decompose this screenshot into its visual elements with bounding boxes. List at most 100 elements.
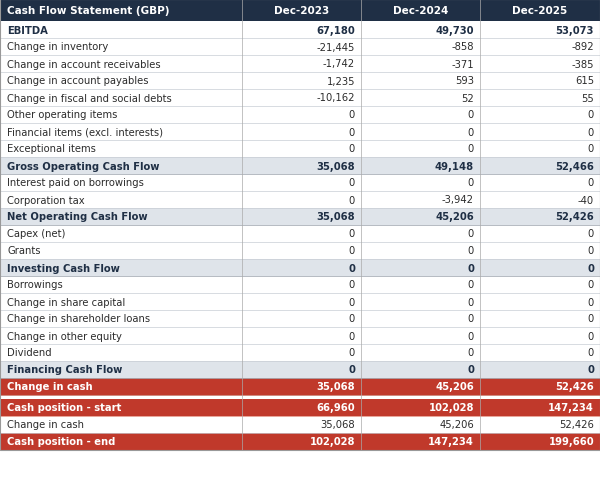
Text: -892: -892: [571, 43, 594, 52]
Bar: [0, 107, 600, 124]
Text: 45,206: 45,206: [435, 382, 474, 392]
Text: Capex (net): Capex (net): [7, 229, 65, 239]
Bar: [0, 192, 600, 209]
Text: Cash position - end: Cash position - end: [7, 437, 115, 447]
Text: 0: 0: [588, 178, 594, 188]
Bar: [0, 433, 600, 450]
Text: Change in account receivables: Change in account receivables: [7, 60, 161, 69]
Text: 0: 0: [349, 280, 355, 290]
Text: Financial items (excl. interests): Financial items (excl. interests): [7, 127, 163, 137]
Text: 0: 0: [467, 365, 474, 375]
Text: Dividend: Dividend: [7, 348, 52, 358]
Bar: [0, 361, 600, 378]
Text: Financing Cash Flow: Financing Cash Flow: [7, 365, 122, 375]
Text: 0: 0: [588, 127, 594, 137]
Text: 35,068: 35,068: [316, 212, 355, 222]
Text: 0: 0: [588, 110, 594, 120]
Text: -1,742: -1,742: [323, 60, 355, 69]
Text: Corporation tax: Corporation tax: [7, 195, 85, 205]
Text: 0: 0: [349, 348, 355, 358]
Text: 0: 0: [468, 331, 474, 341]
Text: 67,180: 67,180: [316, 26, 355, 35]
Text: Gross Operating Cash Flow: Gross Operating Cash Flow: [7, 161, 160, 171]
Text: 0: 0: [349, 144, 355, 154]
Bar: [0, 158, 600, 175]
Text: 102,028: 102,028: [428, 403, 474, 413]
Text: 0: 0: [468, 144, 474, 154]
Text: 0: 0: [588, 297, 594, 307]
Text: Change in share capital: Change in share capital: [7, 297, 125, 307]
Text: 35,068: 35,068: [316, 382, 355, 392]
Text: 0: 0: [349, 195, 355, 205]
Text: 0: 0: [468, 127, 474, 137]
Text: 0: 0: [588, 246, 594, 256]
Text: Dec-2024: Dec-2024: [393, 6, 448, 16]
Text: 0: 0: [588, 314, 594, 324]
Text: 0: 0: [349, 246, 355, 256]
Text: 0: 0: [588, 144, 594, 154]
Text: 0: 0: [349, 297, 355, 307]
Text: 0: 0: [349, 127, 355, 137]
Bar: [0, 0, 600, 22]
Text: 52,426: 52,426: [555, 212, 594, 222]
Text: Change in shareholder loans: Change in shareholder loans: [7, 314, 150, 324]
Text: 0: 0: [468, 297, 474, 307]
Bar: [0, 124, 600, 141]
Text: 0: 0: [348, 365, 355, 375]
Text: Change in cash: Change in cash: [7, 420, 84, 430]
Text: Change in cash: Change in cash: [7, 382, 92, 392]
Text: 0: 0: [349, 331, 355, 341]
Text: 52,466: 52,466: [555, 161, 594, 171]
Text: 147,234: 147,234: [428, 437, 474, 447]
Text: Borrowings: Borrowings: [7, 280, 63, 290]
Bar: [0, 242, 600, 259]
Bar: [0, 395, 600, 399]
Text: Change in inventory: Change in inventory: [7, 43, 108, 52]
Bar: [0, 22, 600, 39]
Text: -10,162: -10,162: [317, 93, 355, 103]
Text: 53,073: 53,073: [556, 26, 594, 35]
Text: 0: 0: [468, 314, 474, 324]
Text: Interest paid on borrowings: Interest paid on borrowings: [7, 178, 144, 188]
Bar: [0, 73, 600, 90]
Bar: [0, 90, 600, 107]
Text: Cash position - start: Cash position - start: [7, 403, 121, 413]
Text: 147,234: 147,234: [548, 403, 594, 413]
Text: 1,235: 1,235: [326, 76, 355, 86]
Text: 0: 0: [467, 263, 474, 273]
Bar: [0, 56, 600, 73]
Text: Grants: Grants: [7, 246, 41, 256]
Text: 0: 0: [468, 229, 474, 239]
Text: 0: 0: [468, 280, 474, 290]
Bar: [0, 39, 600, 56]
Text: 45,206: 45,206: [435, 212, 474, 222]
Text: Investing Cash Flow: Investing Cash Flow: [7, 263, 120, 273]
Text: 49,730: 49,730: [436, 26, 474, 35]
Bar: [0, 327, 600, 344]
Text: Dec-2023: Dec-2023: [274, 6, 329, 16]
Text: 35,068: 35,068: [316, 161, 355, 171]
Text: 0: 0: [588, 331, 594, 341]
Text: 0: 0: [468, 178, 474, 188]
Bar: [0, 399, 600, 416]
Text: -21,445: -21,445: [317, 43, 355, 52]
Text: 0: 0: [468, 348, 474, 358]
Text: -385: -385: [571, 60, 594, 69]
Text: 52: 52: [461, 93, 474, 103]
Text: 66,960: 66,960: [316, 403, 355, 413]
Text: Change in other equity: Change in other equity: [7, 331, 122, 341]
Text: 0: 0: [588, 280, 594, 290]
Text: 52,426: 52,426: [559, 420, 594, 430]
Bar: [0, 378, 600, 395]
Text: Cash Flow Statement (GBP): Cash Flow Statement (GBP): [7, 6, 170, 16]
Bar: [0, 344, 600, 361]
Text: 0: 0: [588, 229, 594, 239]
Text: 199,660: 199,660: [548, 437, 594, 447]
Text: 0: 0: [349, 110, 355, 120]
Text: 0: 0: [587, 365, 594, 375]
Text: -371: -371: [451, 60, 474, 69]
Text: Net Operating Cash Flow: Net Operating Cash Flow: [7, 212, 148, 222]
Text: -3,942: -3,942: [442, 195, 474, 205]
Text: 49,148: 49,148: [435, 161, 474, 171]
Text: 0: 0: [349, 229, 355, 239]
